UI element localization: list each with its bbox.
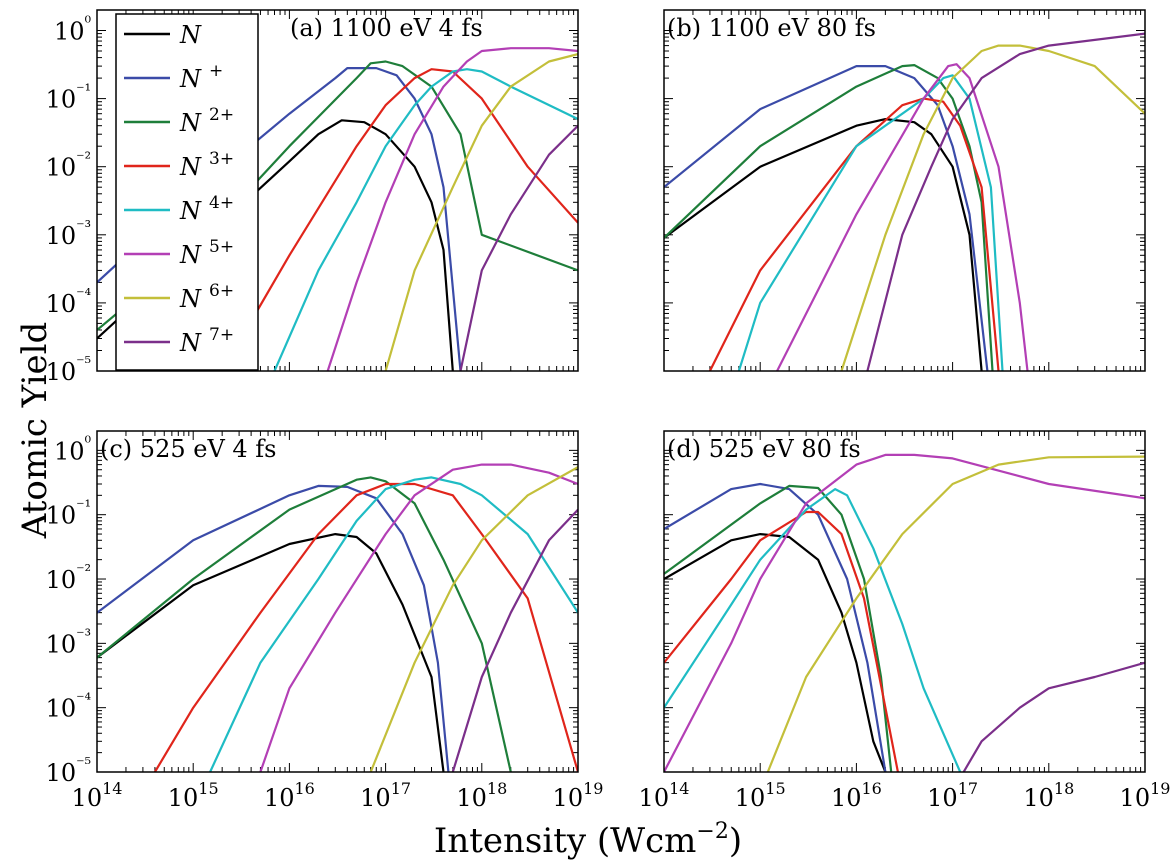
series-line-n [664, 118, 983, 371]
series-line-n3plus [664, 510, 899, 772]
panel-title: (b) 1100 eV 80 fs [667, 14, 876, 42]
tick-marks [96, 430, 579, 773]
panel-d: (d) 525 eV 80 fs 1014 1015 1016 1017 1018 1019 [639, 430, 1171, 812]
panel-title: (c) 525 eV 4 fs [100, 435, 277, 463]
series-line-n5plus [259, 463, 578, 772]
series-line-n7plus [866, 32, 1145, 371]
legend-entry: N + [179, 61, 223, 93]
x-tick-label: 1018 [456, 779, 507, 812]
legend-entry: N 4+ [179, 193, 234, 225]
x-tick-label: 1015 [735, 779, 786, 812]
y-tick-label: 10⁻¹ [46, 497, 91, 530]
panel-a: (a) 1100 eV 4 fs 10⁻⁵ 10⁻⁴ 10⁻³ 10⁻² 10⁻¹ 10⁰ [46, 9, 579, 386]
x-tick-label: 1018 [1023, 779, 1074, 812]
x-axis-label: Intensity (Wcm−2) [434, 819, 742, 861]
legend-entry: N [179, 21, 202, 49]
y-tick-label: 10⁰ [54, 432, 91, 465]
series-line-n7plus [451, 508, 578, 772]
series-line-n4plus [664, 488, 962, 772]
x-tick-label: 1016 [831, 779, 882, 812]
series-line-n6plus [369, 466, 578, 772]
series-line-n3plus [221, 68, 578, 371]
y-tick-label: 10⁻³ [46, 625, 91, 658]
legend-entry: N 2+ [179, 105, 234, 137]
series-line-n4plus [273, 68, 578, 371]
y-tick-label: 10⁻⁵ [46, 353, 91, 386]
series-line-n4plus [737, 74, 1004, 371]
x-tick-label: 1014 [72, 779, 123, 812]
series-line-nplus [97, 484, 450, 772]
series-group [664, 453, 1145, 772]
panels: (a) 1100 eV 4 fs10⁻⁵10⁻⁴10⁻³10⁻²10⁻¹10⁰(… [46, 9, 1171, 812]
x-axis-label-close: ) [729, 821, 742, 861]
x-tick-label: 1019 [1120, 779, 1171, 812]
series-line-nplus [664, 65, 989, 371]
plot-frame [663, 430, 1146, 773]
series-line-n2plus [664, 484, 893, 772]
y-tick-label: 10⁻³ [46, 217, 91, 250]
x-tick-label: 1019 [553, 779, 604, 812]
x-tick-label: 1017 [927, 779, 978, 812]
series-line-n5plus [776, 63, 1029, 371]
x-tick-label: 1014 [639, 779, 690, 812]
y-tick-label: 10⁰ [54, 13, 91, 46]
series-line-n5plus [326, 47, 578, 371]
y-tick-label: 10⁻⁴ [46, 285, 91, 318]
panel-b: (b) 1100 eV 80 fs [663, 9, 1146, 372]
series-line-n2plus [97, 476, 512, 772]
series-line-n2plus [664, 63, 994, 371]
plot-frame [96, 9, 579, 372]
legend-entry: N 3+ [179, 149, 234, 181]
series-line-n7plus [459, 124, 578, 371]
series-line-n6plus [384, 53, 578, 371]
legend-entry: N 6+ [179, 281, 234, 313]
x-tick-label: 1017 [360, 779, 411, 812]
x-axis-label-exponent: −2 [696, 819, 728, 844]
series-line-n7plus [962, 661, 1145, 772]
series-line-nplus [664, 482, 887, 772]
legend: N N + N 2+ N 3+ N 4+ N 5+ N 6+ N 7+ [115, 13, 259, 371]
plot-frame [663, 9, 1146, 372]
y-tick-label: 10⁻² [46, 561, 91, 594]
x-tick-label: 1016 [264, 779, 315, 812]
tick-marks [663, 430, 1146, 773]
series-line-n [97, 533, 445, 772]
y-tick-label: 10⁻² [46, 149, 91, 182]
plot-frame [96, 430, 579, 773]
series-group [664, 32, 1145, 371]
panel-title: (a) 1100 eV 4 fs [290, 14, 483, 42]
series-line-n6plus [766, 455, 1145, 772]
legend-box [115, 13, 259, 371]
y-tick-label: 10⁻¹ [46, 81, 91, 114]
series-line-n [664, 533, 887, 772]
legend-entry: N 7+ [179, 325, 234, 357]
y-tick-label: 10⁻⁴ [46, 690, 91, 723]
series-line-n5plus [664, 453, 1145, 772]
y-tick-label: 10⁻⁵ [46, 754, 91, 787]
x-axis-label-base: Intensity (Wcm [434, 821, 697, 861]
series-group [97, 463, 578, 772]
x-tick-label: 1015 [168, 779, 219, 812]
panel-title: (d) 525 eV 80 fs [667, 435, 861, 463]
series-line-n3plus [153, 482, 578, 772]
series-line-n6plus [840, 44, 1145, 371]
panel-c: (c) 525 eV 4 fs 10⁻⁵ 10⁻⁴ 10⁻³ 10⁻² 10⁻¹ 10⁰ 10… [46, 430, 604, 812]
y-axis-label: Atomic Yield [15, 322, 55, 540]
legend-entry: N 5+ [179, 237, 234, 269]
series-line-n4plus [209, 476, 578, 772]
